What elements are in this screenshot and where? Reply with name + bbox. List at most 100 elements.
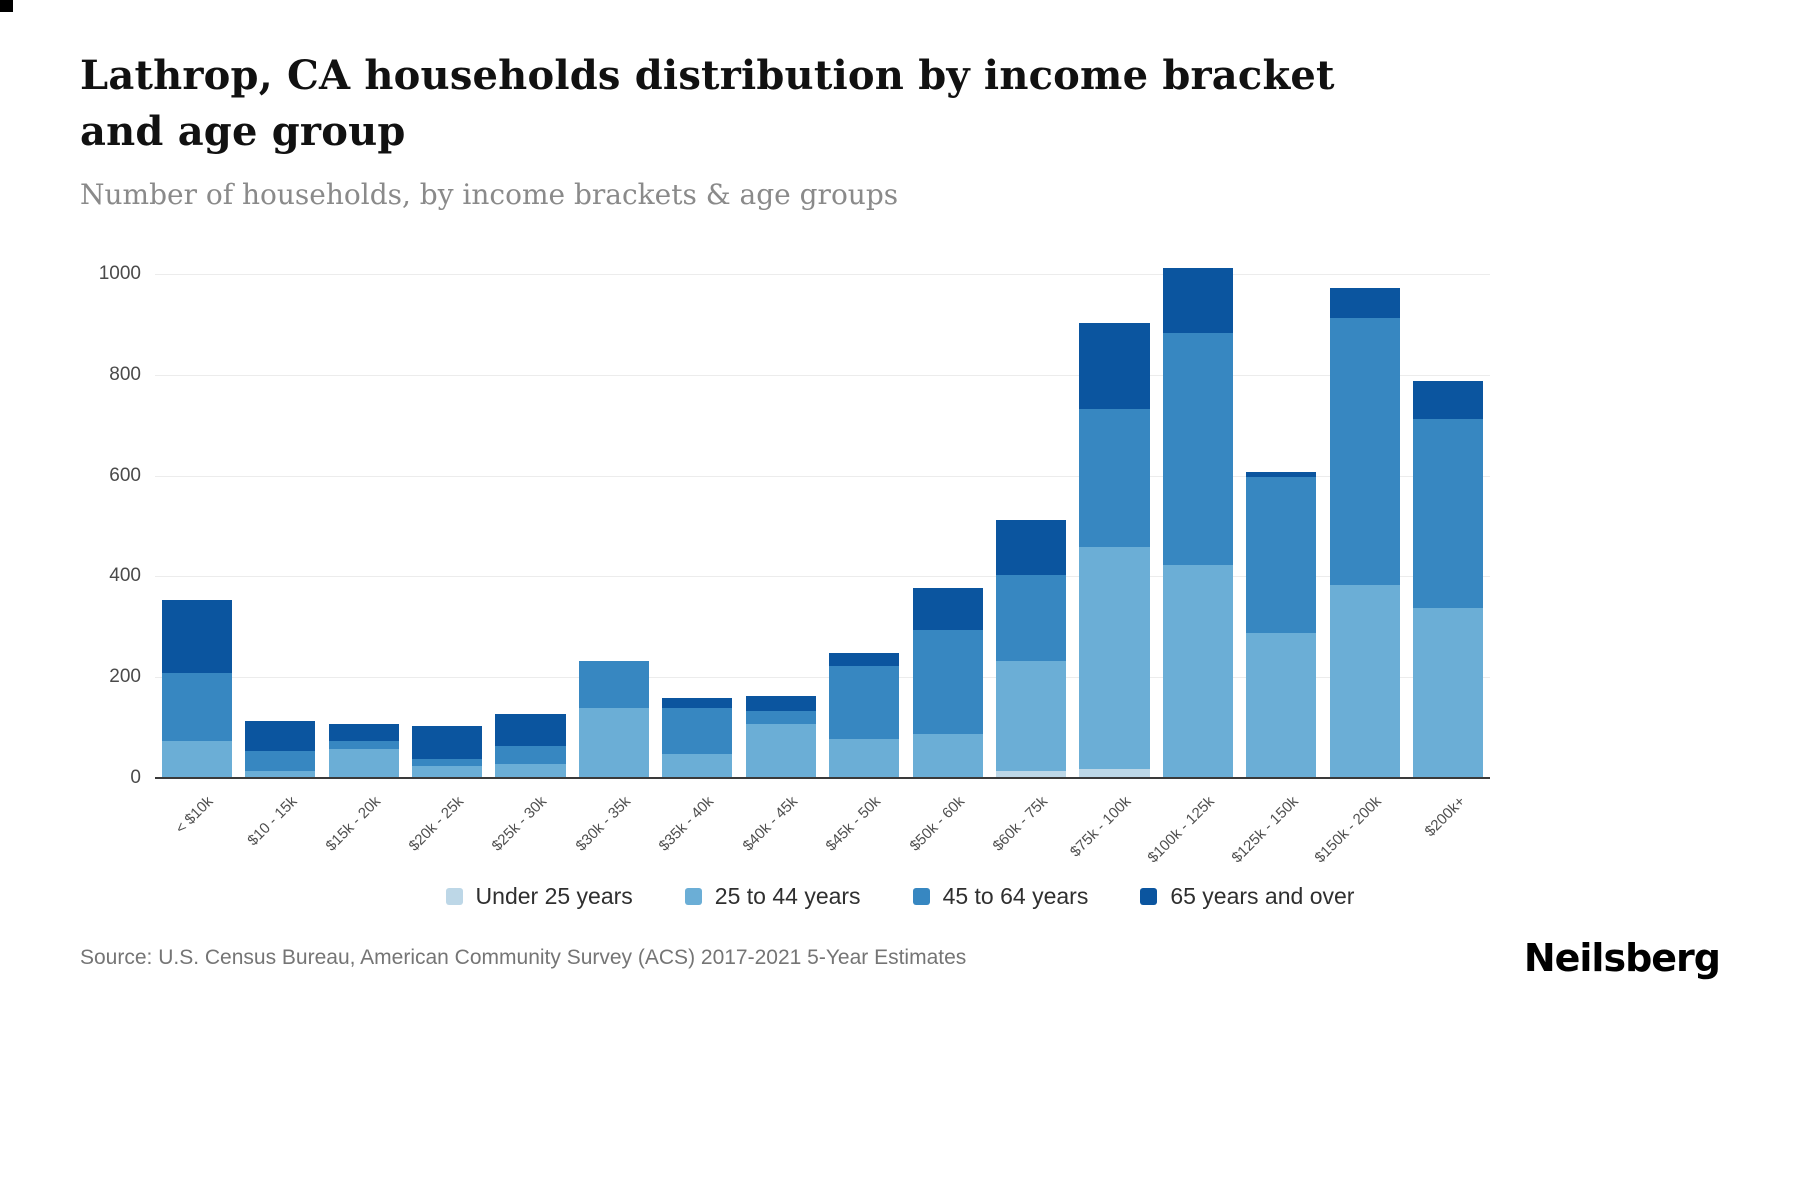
gridline xyxy=(155,274,1490,276)
bar-segment[interactable] xyxy=(328,741,399,749)
bar-segment[interactable] xyxy=(495,763,566,779)
stacked-bar[interactable] xyxy=(829,653,900,779)
bar-segment[interactable] xyxy=(1162,333,1233,565)
stacked-bar[interactable] xyxy=(495,713,566,779)
gridline xyxy=(155,677,1490,679)
stacked-bar[interactable] xyxy=(245,721,316,779)
bar-segment[interactable] xyxy=(662,708,733,754)
bar-segment[interactable] xyxy=(411,726,483,759)
bar-segment[interactable] xyxy=(161,673,232,742)
legend-item[interactable]: Under 25 years xyxy=(445,883,633,910)
y-axis-tick-label: 800 xyxy=(109,363,141,385)
legend-label: Under 25 years xyxy=(475,883,633,909)
stacked-bar[interactable] xyxy=(328,723,399,779)
bar-segment[interactable] xyxy=(578,660,649,709)
bar-segment[interactable] xyxy=(1079,323,1150,409)
stacked-bar[interactable] xyxy=(745,695,816,779)
stacked-bar[interactable] xyxy=(662,698,733,779)
bar-segment[interactable] xyxy=(578,708,649,779)
x-axis-tick-label: $75k - 100k xyxy=(1067,793,1135,861)
x-axis-tick-label: < $10k xyxy=(172,793,217,838)
gridline xyxy=(155,374,1490,376)
legend-item[interactable]: 25 to 44 years xyxy=(684,883,861,910)
x-axis-tick-label: $150k - 200k xyxy=(1311,793,1385,867)
y-axis-tick-label: 0 xyxy=(130,767,141,788)
stacked-bar[interactable] xyxy=(161,600,232,779)
bar-segment[interactable] xyxy=(829,665,900,739)
bar-segment[interactable] xyxy=(1162,564,1233,779)
bar-segment[interactable] xyxy=(996,771,1067,779)
bar-segment[interactable] xyxy=(1329,318,1400,586)
legend-item[interactable]: 65 years and over xyxy=(1140,883,1354,910)
y-axis-tick-label: 600 xyxy=(109,464,141,486)
bar-segment[interactable] xyxy=(912,587,983,631)
bar-segment[interactable] xyxy=(411,758,483,767)
stacked-bar[interactable] xyxy=(1413,380,1484,779)
bar-segment[interactable] xyxy=(161,600,232,674)
bar-slot: $200k+ xyxy=(1407,255,1490,840)
bar-slot: $60k - 75k xyxy=(989,255,1072,855)
stacked-bar[interactable] xyxy=(912,587,983,779)
bar-segment[interactable] xyxy=(1162,267,1233,334)
stacked-bar[interactable] xyxy=(411,726,483,779)
bar-segment[interactable] xyxy=(996,574,1067,661)
bar-segment[interactable] xyxy=(1079,547,1150,769)
bar-slot: $35k - 40k xyxy=(656,255,739,855)
legend-label: 45 to 64 years xyxy=(942,883,1089,909)
bar-segment[interactable] xyxy=(662,753,733,779)
bar-slot: $15k - 20k xyxy=(322,255,405,855)
bar-segment[interactable] xyxy=(745,723,816,779)
bar-segment[interactable] xyxy=(495,746,566,764)
bar-slot: < $10k xyxy=(155,255,238,837)
stacked-bar[interactable] xyxy=(996,519,1067,779)
bar-segment[interactable] xyxy=(912,733,983,779)
bar-segment[interactable] xyxy=(411,766,483,779)
neilsberg-logo: Neilsberg xyxy=(1523,936,1721,980)
bar-segment[interactable] xyxy=(328,748,399,779)
bar-segment[interactable] xyxy=(161,741,232,779)
bar-segment[interactable] xyxy=(829,738,900,779)
bar-segment[interactable] xyxy=(1413,418,1484,608)
bar-segment[interactable] xyxy=(495,713,566,747)
bar-segment[interactable] xyxy=(1246,471,1317,477)
bar-segment[interactable] xyxy=(1079,768,1150,779)
bar-segment[interactable] xyxy=(745,710,816,724)
bar-segment[interactable] xyxy=(1413,607,1484,779)
bar-segment[interactable] xyxy=(996,519,1067,575)
x-axis-tick-label: $15k - 20k xyxy=(322,793,384,855)
source-attribution: Source: U.S. Census Bureau, American Com… xyxy=(80,946,967,969)
legend-swatch xyxy=(912,888,930,905)
bar-segment[interactable] xyxy=(1413,380,1484,419)
bars-container: < $10k $10 - 15k $15k - 20k $20k - 25k $25k … xyxy=(155,255,1490,866)
legend-item[interactable]: 45 to 64 years xyxy=(912,883,1089,910)
legend-label: 65 years and over xyxy=(1170,883,1355,909)
x-axis-tick-label: $25k - 30k xyxy=(488,793,551,855)
bar-segment[interactable] xyxy=(245,771,316,779)
stacked-bar[interactable] xyxy=(1162,267,1233,779)
bar-segment[interactable] xyxy=(1079,408,1150,548)
bar-segment[interactable] xyxy=(1246,632,1317,779)
x-axis-tick-label: $10 - 15k xyxy=(243,793,301,850)
stacked-bar[interactable] xyxy=(1246,471,1317,779)
bar-slot: $100k - 125k xyxy=(1145,255,1239,866)
stacked-bar[interactable] xyxy=(1329,287,1400,779)
bar-segment[interactable] xyxy=(245,721,316,752)
bar-slot: $20k - 25k xyxy=(405,255,488,855)
plot-area: 0 200 400 600 800 1000 < $10k $10 - 15k $15k - 2… xyxy=(99,255,1490,866)
stacked-bar[interactable] xyxy=(578,660,649,779)
bar-segment[interactable] xyxy=(996,660,1067,772)
bar-segment[interactable] xyxy=(1329,585,1400,779)
bar-segment[interactable] xyxy=(1329,287,1400,318)
y-axis-tick-label: 400 xyxy=(109,565,141,587)
x-axis-tick-label: $125k - 150k xyxy=(1228,793,1302,867)
bar-segment[interactable] xyxy=(829,653,900,666)
bar-segment[interactable] xyxy=(662,698,733,709)
bar-segment[interactable] xyxy=(912,630,983,734)
bar-segment[interactable] xyxy=(328,723,399,742)
bar-segment[interactable] xyxy=(245,751,316,772)
bar-segment[interactable] xyxy=(1246,476,1317,633)
bar-segment[interactable] xyxy=(745,695,816,711)
stacked-bar[interactable] xyxy=(1079,323,1150,779)
y-axis-tick-label: 1000 xyxy=(98,263,141,285)
